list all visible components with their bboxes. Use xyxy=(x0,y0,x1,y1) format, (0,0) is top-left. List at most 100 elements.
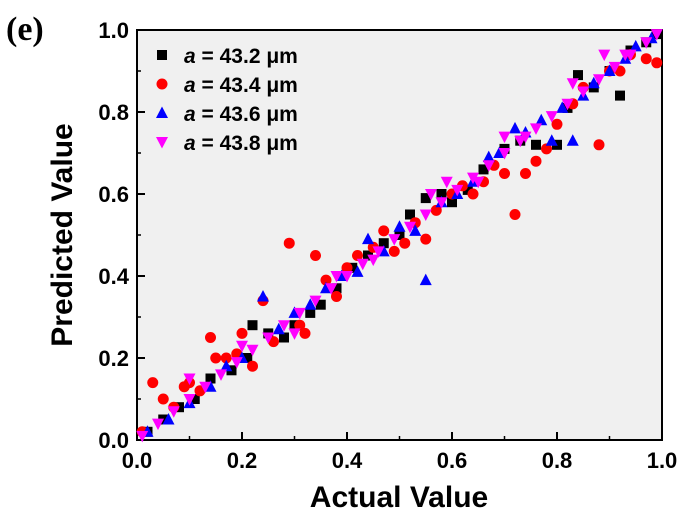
data-point xyxy=(293,307,306,320)
data-point xyxy=(199,381,212,394)
data-point xyxy=(246,344,259,357)
data-point xyxy=(541,143,552,155)
x-tick-label: 0.8 xyxy=(542,448,573,473)
data-point xyxy=(447,197,457,208)
data-point xyxy=(294,319,306,331)
legend-label: a = 43.2 μm xyxy=(184,45,298,68)
data-point xyxy=(629,39,642,52)
data-point xyxy=(566,78,579,90)
data-point xyxy=(242,353,253,363)
series-triangle-down-points xyxy=(136,29,663,443)
data-point xyxy=(325,283,338,295)
data-point xyxy=(331,291,342,302)
data-point xyxy=(257,290,269,302)
y-tick-label: 0.6 xyxy=(98,182,129,207)
data-point xyxy=(482,150,495,163)
data-point xyxy=(425,189,437,201)
data-point xyxy=(299,327,311,339)
data-point xyxy=(608,61,621,74)
data-points xyxy=(136,29,663,443)
data-point xyxy=(509,209,521,220)
data-point xyxy=(462,184,473,195)
x-tick-label: 1.0 xyxy=(647,448,678,473)
data-point xyxy=(367,254,380,267)
data-point xyxy=(147,377,159,389)
legend-marker xyxy=(156,137,168,149)
data-point xyxy=(331,283,342,294)
data-point xyxy=(436,189,447,199)
data-point xyxy=(220,352,232,364)
data-point xyxy=(288,328,301,340)
data-point xyxy=(615,90,625,101)
y-tick-label: 0.0 xyxy=(98,428,129,453)
data-point xyxy=(651,57,663,69)
data-point xyxy=(351,265,364,277)
data-point xyxy=(587,76,600,89)
y-tick-label: 0.8 xyxy=(98,100,129,125)
axis-ticks: 0.0 0.2 0.4 0.6 0.8 1.0 0.0 0.2 0.4 0.6 0.8 1.0 xyxy=(98,18,677,473)
data-point xyxy=(404,221,416,234)
data-point xyxy=(472,176,485,189)
data-point xyxy=(482,160,495,172)
data-point xyxy=(315,299,326,310)
y-tick-label: 0.2 xyxy=(98,346,129,371)
data-point xyxy=(498,148,511,160)
legend-label: a = 43.4 μm xyxy=(184,74,298,97)
data-point xyxy=(330,271,343,283)
data-point xyxy=(210,352,222,364)
y-tick-label: 1.0 xyxy=(98,18,129,43)
data-point xyxy=(309,295,322,308)
data-point xyxy=(577,86,590,98)
data-point xyxy=(640,37,653,49)
data-point xyxy=(619,49,632,62)
data-point xyxy=(262,332,275,344)
data-point xyxy=(478,164,489,175)
data-point xyxy=(272,322,285,335)
data-point xyxy=(509,121,521,134)
data-point xyxy=(378,225,390,237)
data-point xyxy=(603,64,616,76)
data-point xyxy=(419,209,432,221)
legend-label: a = 43.6 μm xyxy=(184,103,298,126)
data-point xyxy=(467,172,479,185)
data-point xyxy=(545,111,558,123)
legend-marker xyxy=(156,78,168,90)
x-tick-label: 0.4 xyxy=(332,448,363,473)
data-point xyxy=(247,360,258,372)
data-point xyxy=(573,70,583,81)
data-point xyxy=(399,237,411,249)
data-point xyxy=(136,430,149,443)
data-point xyxy=(372,246,385,258)
data-point xyxy=(640,53,652,65)
data-point xyxy=(162,413,175,425)
legend: a = 43.2 μm a = 43.4 μm a = 43.6 μm a = 43.… xyxy=(156,45,298,155)
data-point xyxy=(530,123,542,135)
data-point xyxy=(305,307,316,318)
data-point xyxy=(183,394,196,406)
data-point xyxy=(247,320,258,331)
data-point xyxy=(157,393,169,405)
data-point xyxy=(310,250,321,261)
data-point xyxy=(388,234,401,246)
data-point xyxy=(499,168,510,179)
data-point xyxy=(566,134,579,146)
data-point xyxy=(356,258,369,271)
data-point xyxy=(189,394,200,404)
panel-label: (e) xyxy=(6,11,44,48)
data-point xyxy=(352,250,363,261)
data-point xyxy=(393,220,406,232)
data-point xyxy=(341,271,353,283)
data-point xyxy=(531,139,541,150)
data-point xyxy=(535,113,548,126)
x-tick-label: 0.0 xyxy=(122,448,153,473)
data-point xyxy=(362,232,374,245)
data-point xyxy=(451,184,464,197)
legend-label: a = 43.8 μm xyxy=(184,132,298,155)
data-point xyxy=(320,274,332,286)
data-point xyxy=(650,29,663,41)
data-point xyxy=(205,373,216,384)
data-point xyxy=(215,369,227,381)
x-tick-label: 0.6 xyxy=(437,448,468,473)
data-point xyxy=(467,188,479,200)
